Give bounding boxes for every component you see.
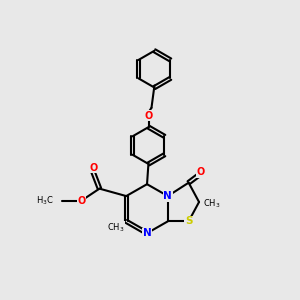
- Text: O: O: [144, 111, 153, 121]
- Text: S: S: [185, 216, 192, 226]
- Text: N: N: [164, 191, 172, 201]
- Text: O: O: [196, 167, 205, 177]
- Text: O: O: [77, 196, 86, 206]
- Text: H$_3$C: H$_3$C: [36, 194, 54, 207]
- Text: CH$_3$: CH$_3$: [203, 197, 220, 210]
- Text: O: O: [89, 163, 98, 173]
- Text: CH$_3$: CH$_3$: [107, 221, 124, 233]
- Text: N: N: [143, 228, 152, 238]
